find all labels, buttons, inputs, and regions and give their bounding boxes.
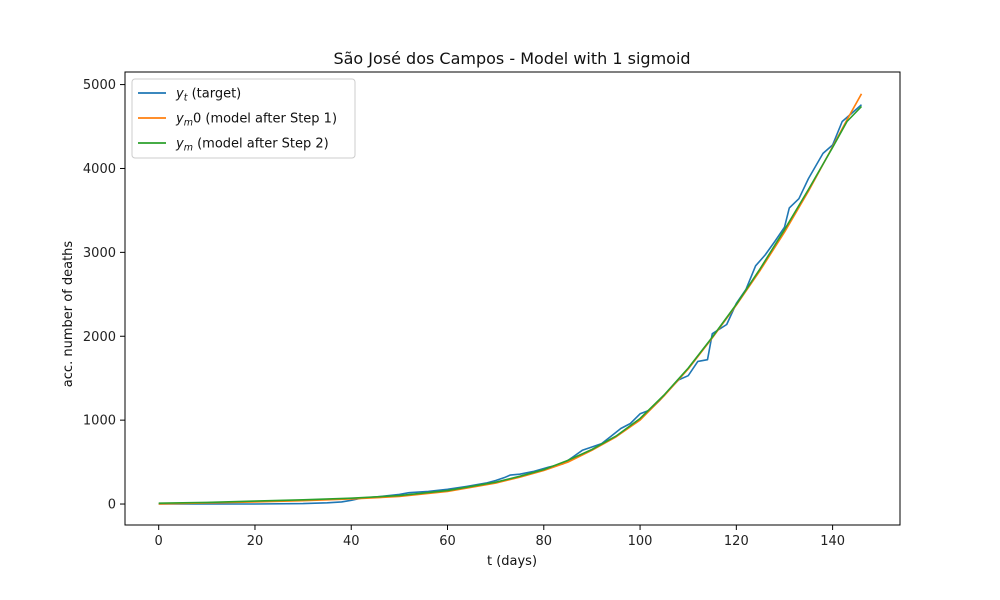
y-tick-label: 1000: [83, 414, 116, 429]
x-tick-label: 80: [536, 534, 553, 549]
plot-area: 0 20 40 60 80 100 120 140 0 1000 2000 3000 4000 5000 y…: [83, 71, 901, 549]
x-tick-label: 60: [439, 534, 456, 549]
x-tick-label: 20: [247, 534, 264, 549]
y-axis-label: acc. number of deaths: [61, 241, 76, 388]
legend-label-3: ym (model after Step 2): [175, 137, 329, 154]
x-tick-label: 120: [724, 534, 749, 549]
y-tick-label: 4000: [83, 162, 116, 177]
x-tick-label: 140: [820, 534, 845, 549]
legend-label-1: yt (target): [175, 87, 241, 104]
y-tick-label: 2000: [83, 330, 116, 345]
series-line-1: [158, 104, 863, 505]
legend: yt (target) ym0 (model after Step 1) ym (m…: [131, 78, 356, 159]
legend-label-2: ym0 (model after Step 1): [175, 112, 337, 129]
legend-box: [131, 78, 356, 159]
chart-title: São José dos Campos - Model with 1 sigmo…: [333, 49, 690, 68]
y-tick-label: 5000: [83, 78, 116, 93]
plot-frame: [124, 71, 901, 526]
series-line-3: [158, 105, 863, 504]
y-tick-label: 0: [108, 498, 116, 513]
x-tick-label: 40: [343, 534, 360, 549]
x-tick-label: 100: [628, 534, 653, 549]
x-tick-label: 0: [155, 534, 163, 549]
y-tick-label: 3000: [83, 246, 116, 261]
x-axis-label: t (days): [487, 554, 537, 569]
